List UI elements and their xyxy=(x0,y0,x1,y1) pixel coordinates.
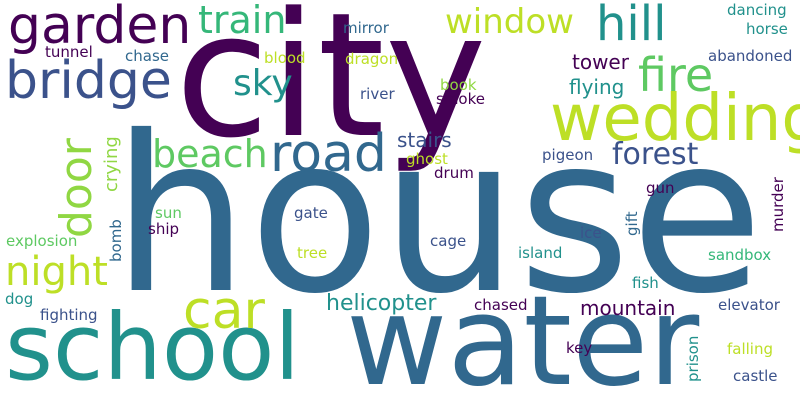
word-bomb: bomb xyxy=(107,219,125,262)
word-car: car xyxy=(183,281,265,341)
word-blood: blood xyxy=(264,49,306,67)
word-road: road xyxy=(270,124,387,184)
word-abandoned: abandoned xyxy=(708,47,793,65)
word-window: window xyxy=(445,2,574,42)
word-hill: hill xyxy=(596,0,667,52)
word-ice: ice xyxy=(580,224,602,242)
word-sandbox: sandbox xyxy=(708,246,772,264)
word-flying: flying xyxy=(569,75,625,99)
word-dancing: dancing xyxy=(727,1,787,19)
word-gift: gift xyxy=(623,211,641,236)
word-dog: dog xyxy=(5,290,34,308)
word-beach: beach xyxy=(152,132,268,176)
word-crying: crying xyxy=(101,136,122,192)
word-train: train xyxy=(198,0,287,42)
word-pigeon: pigeon xyxy=(542,146,594,164)
word-water: water xyxy=(346,270,700,400)
word-horse: horse xyxy=(746,20,788,38)
word-cage: cage xyxy=(430,232,467,250)
word-helicopter: helicopter xyxy=(326,291,437,316)
word-bridge: bridge xyxy=(5,51,172,111)
word-forest: forest xyxy=(612,137,699,172)
word-sky: sky xyxy=(233,63,293,104)
word-gun: gun xyxy=(646,179,675,197)
word-fish: fish xyxy=(632,274,659,292)
word-garden: garden xyxy=(8,0,192,56)
word-chased: chased xyxy=(474,296,528,314)
word-island: island xyxy=(518,244,563,262)
word-house: house xyxy=(112,90,764,341)
word-tunnel: tunnel xyxy=(45,43,93,61)
word-night: night xyxy=(5,249,108,295)
word-ghost: ghost xyxy=(406,150,448,168)
word-stairs: stairs xyxy=(397,128,452,152)
word-city: city xyxy=(175,0,487,176)
word-smoke: smoke xyxy=(436,90,485,108)
word-elevator: elevator xyxy=(718,296,780,314)
word-dragon: dragon xyxy=(345,50,399,68)
word-murder: murder xyxy=(769,177,787,232)
word-gate: gate xyxy=(294,204,328,222)
word-tower: tower xyxy=(572,50,629,74)
word-school: school xyxy=(5,294,300,400)
word-chase: chase xyxy=(125,47,169,65)
word-mirror: mirror xyxy=(343,19,389,37)
word-castle: castle xyxy=(733,367,778,385)
word-mountain: mountain xyxy=(580,296,676,320)
word-falling: falling xyxy=(727,340,774,358)
word-door: door xyxy=(51,138,102,238)
word-drum: drum xyxy=(434,164,474,182)
word-tree: tree xyxy=(297,244,328,262)
word-explosion: explosion xyxy=(6,232,78,250)
word-fire: fire xyxy=(638,48,714,102)
word-fighting: fighting xyxy=(40,306,98,324)
word-book: book xyxy=(440,76,477,94)
word-key: key xyxy=(566,339,593,357)
word-sun: sun xyxy=(155,204,182,222)
word-wedding: wedding xyxy=(550,82,800,156)
word-ship: ship xyxy=(148,220,180,238)
word-river: river xyxy=(360,85,395,103)
word-prison: prison xyxy=(684,335,702,382)
